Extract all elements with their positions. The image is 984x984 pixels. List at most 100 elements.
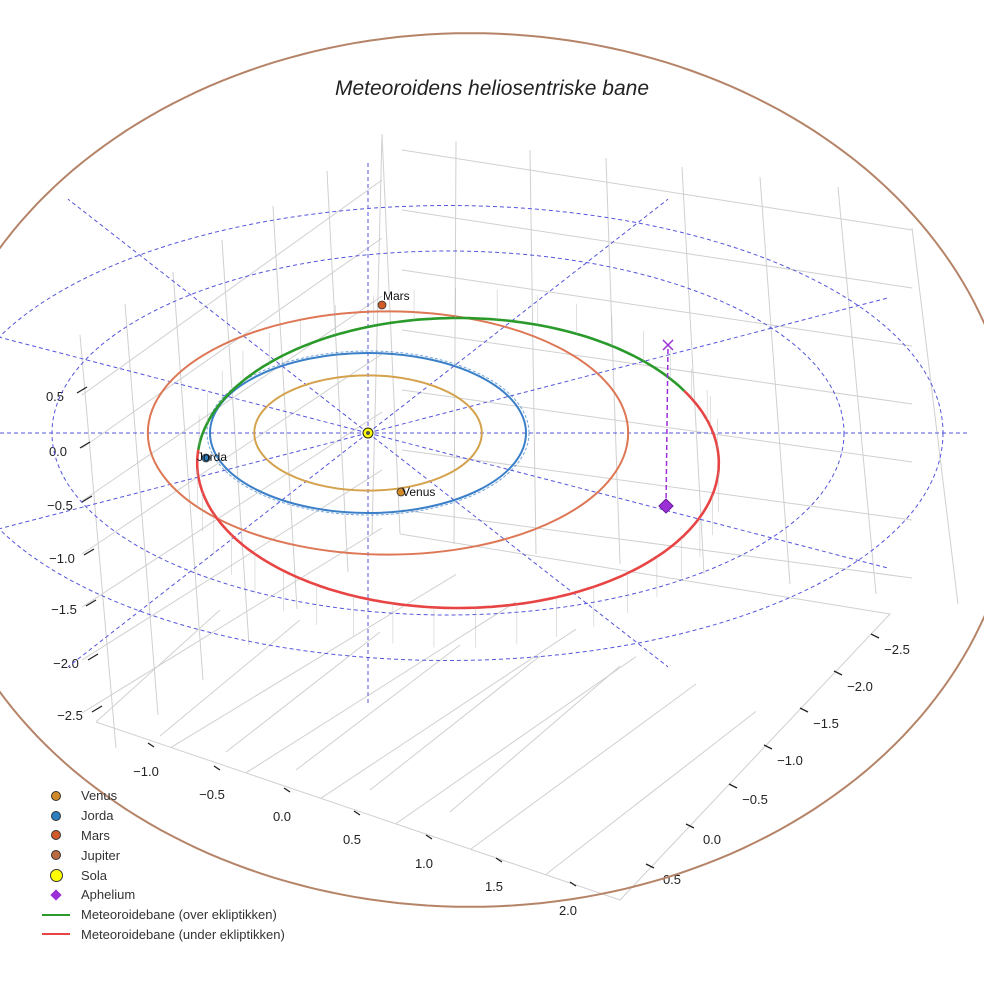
grid-line [225, 631, 381, 753]
y-tick-mark [833, 670, 843, 676]
legend-marker [51, 850, 61, 861]
x-tick-mark [495, 857, 503, 863]
legend-swatch [40, 926, 72, 942]
legend-label: Venus [81, 788, 118, 804]
grid-line [81, 353, 383, 555]
legend-marker [49, 868, 63, 882]
legend-marker [51, 830, 61, 841]
y-tick-label: 0.0 [703, 832, 721, 847]
legend-item: Aphelium [40, 885, 285, 905]
grid-line [159, 619, 301, 737]
body-markers: Venus Jorda Mars [197, 289, 674, 514]
grid-line [81, 295, 383, 502]
legend-marker [50, 889, 62, 901]
mars-label: Mars [383, 289, 410, 303]
ecliptic-guides [0, 163, 968, 703]
aphelion-projection-cross [662, 339, 674, 351]
legend-marker [51, 790, 61, 801]
grid-line [95, 609, 221, 723]
x-tick-label: 0.5 [343, 832, 361, 847]
z-tick-label: −1.0 [49, 551, 75, 566]
grid-line [371, 133, 383, 535]
venus-orbit [253, 374, 483, 492]
grid-line [529, 149, 537, 555]
z-tick-label: −2.5 [57, 708, 83, 723]
grid-line [326, 170, 349, 573]
grid-line [295, 644, 461, 771]
z-tick-mark [79, 441, 91, 449]
legend-item: Jorda [40, 806, 285, 826]
legend: Venus Jorda Mars Jupiter Sola Aphelium Meteoro… [40, 786, 285, 944]
y-tick-mark [685, 823, 695, 829]
legend-label: Jupiter [81, 847, 121, 863]
grid-line [759, 176, 791, 585]
guide-spoke [367, 198, 669, 434]
grid-line [681, 166, 705, 575]
z-tick-mark [81, 495, 93, 503]
grid-line [81, 469, 383, 661]
legend-label: Aphelium [81, 887, 136, 903]
z-tick-mark [91, 705, 103, 713]
grid-line [401, 509, 913, 579]
mars-marker [377, 300, 387, 310]
grid-line [401, 329, 913, 405]
legend-item: Venus [40, 786, 285, 806]
legend-swatch [40, 847, 72, 863]
legend-swatch [40, 788, 72, 804]
z-tick-label: −1.5 [51, 602, 77, 617]
grid-line [81, 411, 383, 608]
grid-line [401, 389, 913, 463]
grid-line [381, 133, 401, 535]
x-tick-label: 2.0 [559, 903, 577, 918]
grid-line [401, 209, 913, 289]
legend-label: Meteoroidebane (under ekliptikken) [81, 926, 285, 942]
z-tick-label: 0.0 [49, 444, 67, 459]
aphelion-projection-line [665, 344, 669, 507]
legend-label: Sola [81, 867, 108, 883]
grid-line [395, 656, 637, 825]
guide-spoke [367, 432, 669, 668]
x-tick-label: 0.0 [273, 809, 291, 824]
meteoroid-orbit [195, 288, 721, 648]
z-tick-mark [83, 548, 95, 556]
y-tick-label: −2.5 [884, 642, 910, 657]
guide-spoke [0, 336, 369, 434]
z-tick-mark [76, 386, 88, 394]
grid-line [172, 271, 204, 681]
y-tick-label: −0.5 [742, 792, 768, 807]
y-tick-mark [763, 744, 773, 750]
legend-swatch [40, 907, 72, 923]
meteoroid-orbit-above [197, 316, 686, 450]
grid-line [453, 140, 457, 545]
legend-marker [42, 913, 70, 916]
y-tick-label: 0.5 [663, 872, 681, 887]
grid-line [545, 711, 757, 875]
earth-orbit [209, 352, 527, 514]
guide-spoke [67, 432, 369, 668]
y-tick-label: −1.5 [813, 716, 839, 731]
x-tick-label: −0.5 [199, 787, 225, 802]
aphelion-marker [658, 498, 674, 514]
grid-line [911, 227, 959, 605]
grid-line [401, 269, 913, 347]
chart-title: Meteoroidens heliosentriske bane [335, 77, 649, 100]
venus-marker [396, 487, 406, 497]
z-tick-mark [87, 653, 99, 661]
meteoroid-orbit-below [195, 390, 721, 610]
x-tick-mark [147, 742, 155, 748]
grid-line [79, 334, 117, 749]
grid-line [81, 179, 383, 396]
venus-label: Venus [402, 485, 435, 499]
grid-line [320, 628, 577, 799]
y-tick-label: −1.0 [777, 753, 803, 768]
grid-line [470, 683, 697, 850]
legend-label: Meteoroidebane (over ekliptikken) [81, 907, 277, 923]
y-tick-mark [728, 783, 738, 789]
jupiter-orbit [0, 32, 984, 908]
grid-line [245, 601, 517, 774]
x-tick-mark [213, 765, 221, 771]
mars-orbit [146, 310, 630, 556]
legend-item: Meteoroidebane (over ekliptikken) [40, 905, 285, 925]
grid-line [401, 149, 913, 231]
